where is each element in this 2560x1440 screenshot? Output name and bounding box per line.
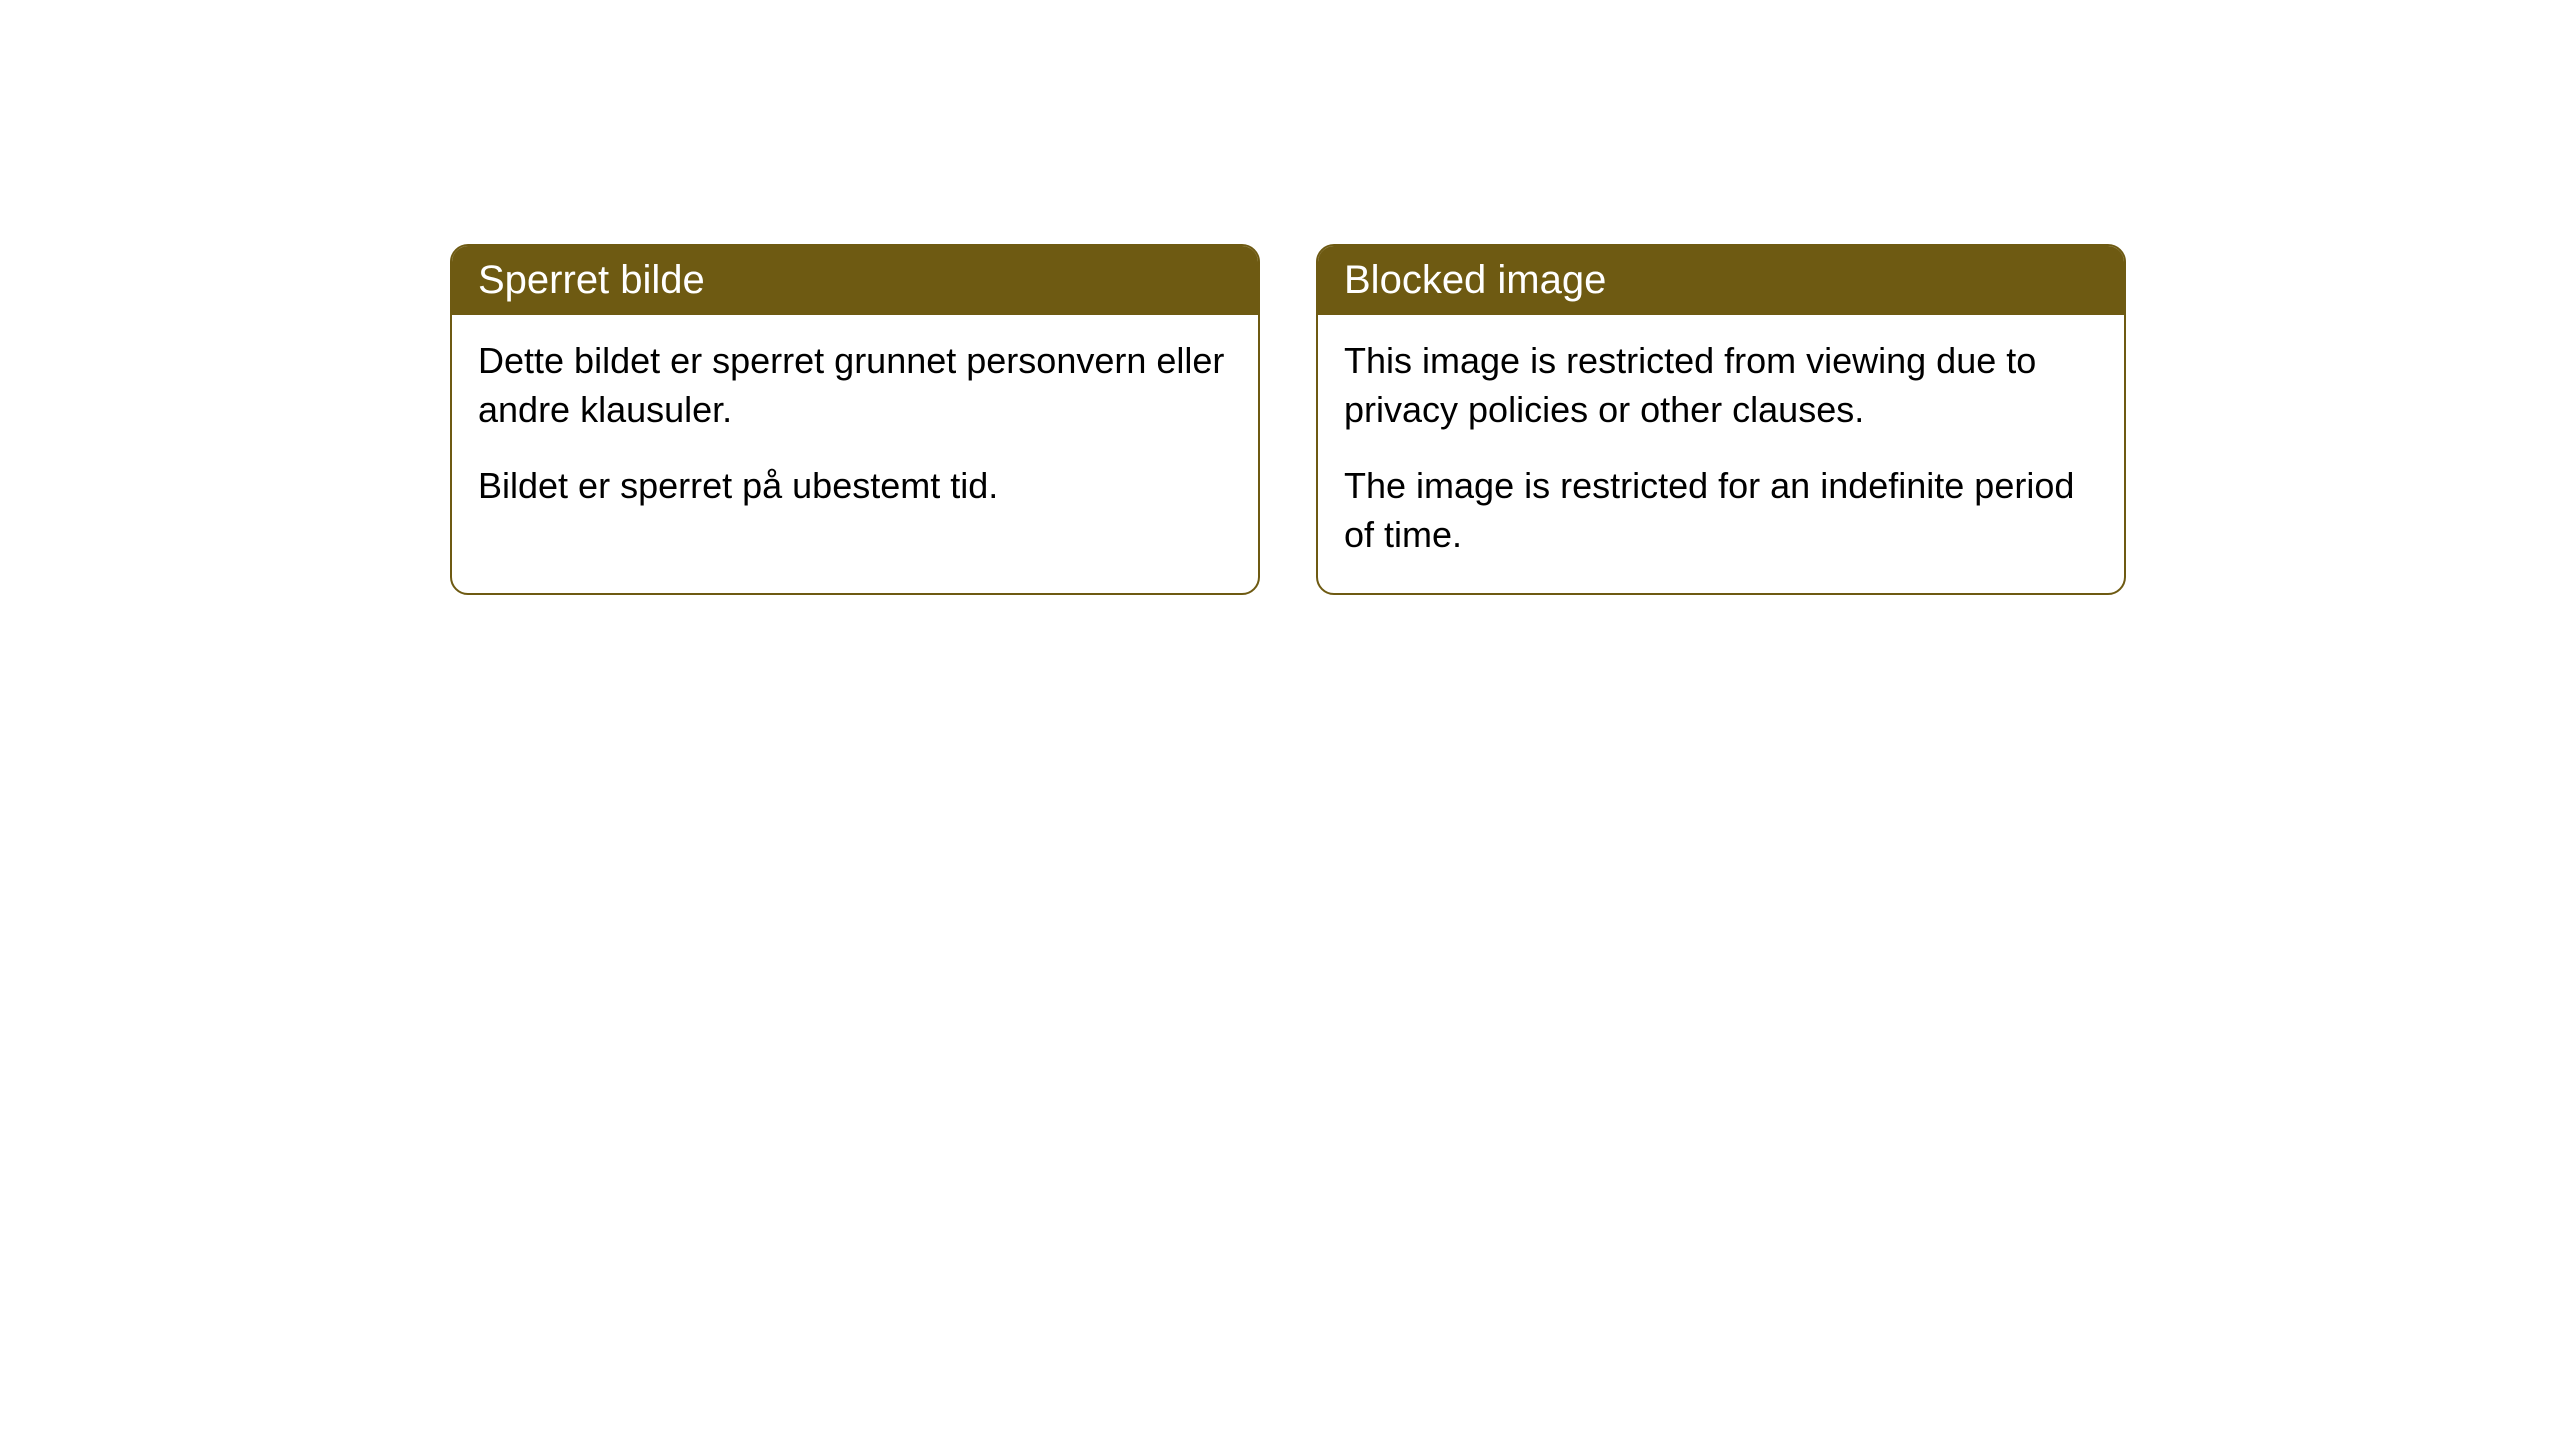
card-body-english: This image is restricted from viewing du…	[1318, 315, 2124, 593]
card-header-norwegian: Sperret bilde	[452, 246, 1258, 315]
card-paragraph-1: This image is restricted from viewing du…	[1344, 337, 2098, 434]
card-body-norwegian: Dette bildet er sperret grunnet personve…	[452, 315, 1258, 545]
card-title: Sperret bilde	[478, 258, 705, 302]
card-title: Blocked image	[1344, 258, 1606, 302]
card-paragraph-2: Bildet er sperret på ubestemt tid.	[478, 462, 1232, 511]
card-paragraph-2: The image is restricted for an indefinit…	[1344, 462, 2098, 559]
cards-container: Sperret bilde Dette bildet er sperret gr…	[450, 244, 2126, 595]
card-header-english: Blocked image	[1318, 246, 2124, 315]
blocked-image-card-english: Blocked image This image is restricted f…	[1316, 244, 2126, 595]
blocked-image-card-norwegian: Sperret bilde Dette bildet er sperret gr…	[450, 244, 1260, 595]
card-paragraph-1: Dette bildet er sperret grunnet personve…	[478, 337, 1232, 434]
